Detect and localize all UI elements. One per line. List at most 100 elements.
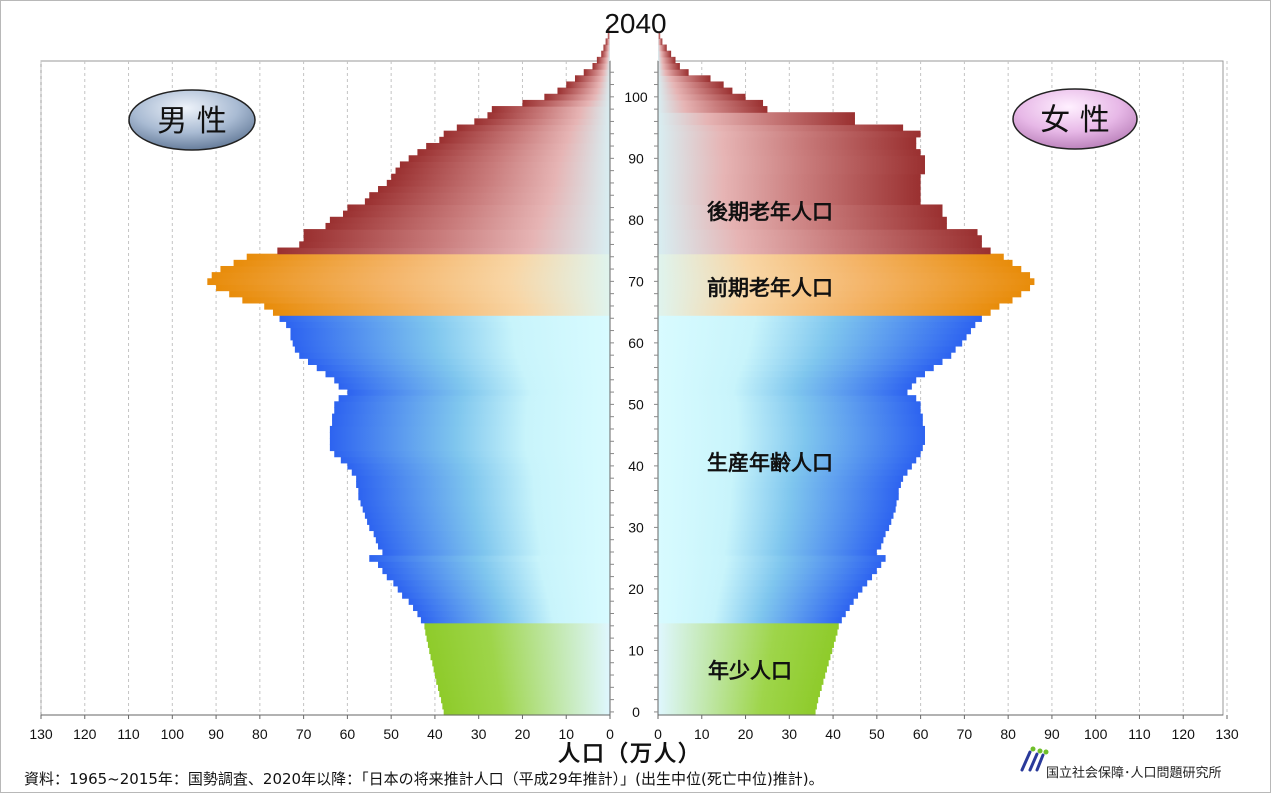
male-bar [279,315,610,322]
female-bar [658,462,912,470]
male-bar [220,265,610,273]
female-bar [658,487,899,495]
female-bar [658,505,896,513]
org-logo-icon [1020,746,1049,772]
male-bar [432,659,610,667]
male-badge: 男 性 [128,89,256,151]
male-bar [347,462,610,470]
female-bar [658,81,724,89]
female-bar [658,124,904,132]
female-bar [658,389,908,396]
female-bar [658,407,921,415]
male-bar [373,530,610,538]
x-tick-label-female: 50 [869,726,885,742]
x-tick-label-female: 10 [694,726,710,742]
male-bar [522,99,610,107]
age-tick-label: 10 [628,642,644,658]
male-bar [369,555,610,562]
x-tick-label-female: 40 [825,726,841,742]
male-bar [329,432,610,439]
female-bar [658,210,943,218]
female-bar [658,444,923,452]
male-bar [347,204,610,212]
male-bar [360,499,610,507]
female-bar [658,548,877,556]
female-bar [658,499,897,507]
male-bar [601,50,610,58]
female-bar [658,364,934,372]
male-bar [347,389,610,396]
male-bar [329,438,610,445]
female-bar [658,450,921,458]
female-bar [658,272,1031,279]
male-bar [427,641,610,648]
female-bar [658,610,846,618]
male-bar [375,536,610,544]
x-tick-label-female: 90 [1044,726,1060,742]
female-bar [658,302,1000,310]
male-bar [378,186,610,193]
female-bar [658,358,943,365]
female-bar [658,542,882,550]
female-bar [658,518,892,525]
male-bar [417,149,610,156]
male-bar [356,481,610,489]
female-bar [658,75,711,83]
male-bar [443,708,610,716]
female-bar [658,186,921,193]
male-bar [277,247,610,255]
male-bar [474,118,610,126]
female-bar [658,38,663,46]
young-label: 年少人口 [708,659,792,683]
female-bar [658,345,956,353]
female-bar [658,241,982,249]
x-tick-label-female: 130 [1215,726,1239,742]
organization: 国立社会保障･人口問題研究所 [1046,750,1222,782]
male-bar [246,253,610,261]
female-bar [658,284,1031,292]
female-bar [658,702,817,710]
x-tick-label-male: 130 [29,726,53,742]
male-bar [439,136,610,144]
female-bar [658,438,925,445]
male-bar [382,567,610,575]
male-bar [456,124,610,132]
male-bar [544,93,610,101]
male-bar [603,44,610,52]
male-bar [429,647,610,655]
male-bar [426,635,610,642]
female-bar [658,87,733,95]
female-badge-shape [1012,88,1138,150]
male-badge-shape [128,89,256,151]
male-bar [290,327,610,335]
male-bar [592,63,610,70]
female-bar [658,475,904,482]
x-tick-label-female: 30 [782,726,798,742]
male-bar [583,69,610,76]
male-bar [426,142,610,150]
male-bar [441,696,610,704]
female-bar [658,585,863,593]
female-bar [658,653,831,661]
male-bar [369,524,610,532]
age-tick-label: 70 [628,273,644,289]
male-bar [325,222,610,230]
age-tick-label: 80 [628,212,644,228]
male-bar [439,690,610,698]
male-bar [443,130,610,138]
female-bar [658,690,820,698]
male-bar [325,370,610,378]
organization-name: 国立社会保障･人口問題研究所 [1046,765,1222,781]
male-bar [607,32,610,39]
x-tick-label-male: 20 [515,726,531,742]
x-tick-label-female: 60 [913,726,929,742]
x-tick-label-female: 100 [1084,726,1108,742]
female-bar [658,622,839,630]
male-bar [242,296,611,304]
female-bar [658,106,768,113]
female-bar [658,161,925,169]
male-bar [378,542,610,550]
working-age-label: 生産年齢人口 [707,451,833,475]
